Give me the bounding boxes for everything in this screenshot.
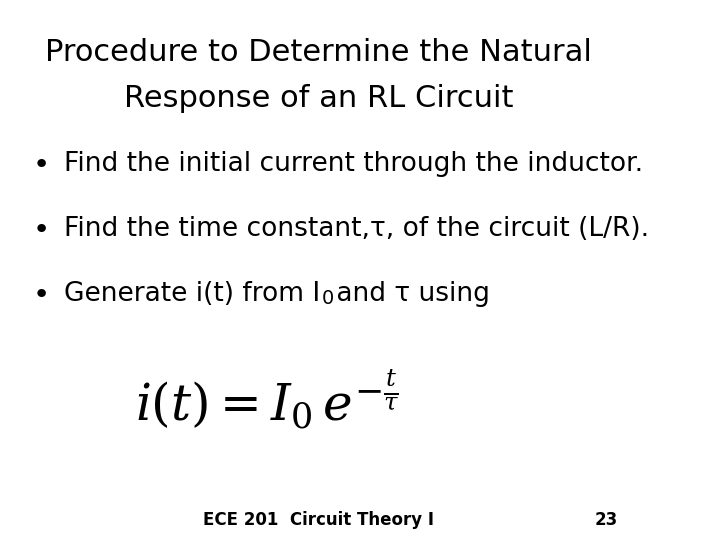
- Text: Procedure to Determine the Natural: Procedure to Determine the Natural: [45, 38, 592, 67]
- Text: ECE 201  Circuit Theory I: ECE 201 Circuit Theory I: [203, 511, 434, 529]
- Text: •: •: [33, 216, 50, 244]
- Text: •: •: [33, 151, 50, 179]
- Text: Find the time constant,τ, of the circuit (L/R).: Find the time constant,τ, of the circuit…: [63, 216, 649, 242]
- Text: Response of an RL Circuit: Response of an RL Circuit: [124, 84, 513, 113]
- Text: and τ using: and τ using: [328, 281, 490, 307]
- Text: 0: 0: [322, 289, 334, 308]
- Text: •: •: [33, 281, 50, 309]
- Text: 23: 23: [595, 511, 618, 529]
- Text: $i(t) = I_0\, e^{-\frac{t}{\tau}}$: $i(t) = I_0\, e^{-\frac{t}{\tau}}$: [135, 367, 400, 431]
- Text: Find the initial current through the inductor.: Find the initial current through the ind…: [63, 151, 643, 177]
- Text: Generate i(t) from I: Generate i(t) from I: [63, 281, 320, 307]
